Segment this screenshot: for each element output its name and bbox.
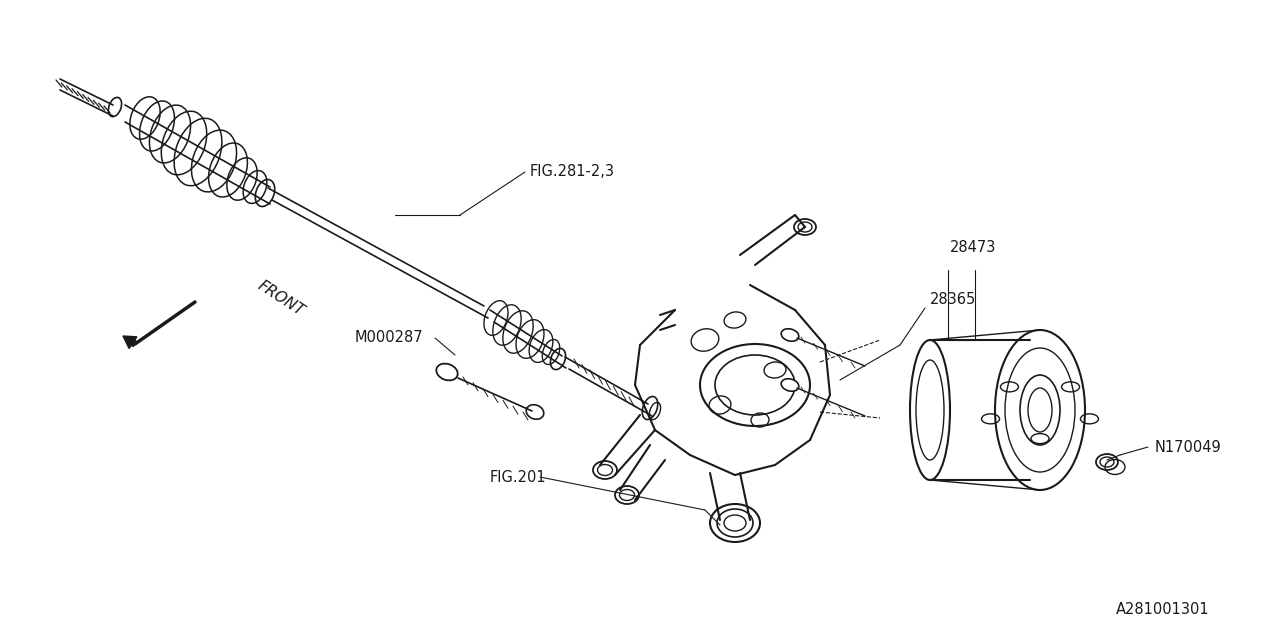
Text: N170049: N170049	[1155, 440, 1221, 454]
FancyArrow shape	[123, 336, 137, 349]
Ellipse shape	[781, 329, 799, 341]
Ellipse shape	[436, 364, 458, 380]
Text: A281001301: A281001301	[1116, 602, 1210, 618]
Text: FRONT: FRONT	[255, 278, 307, 319]
Text: FIG.201: FIG.201	[490, 470, 547, 484]
Text: 28473: 28473	[950, 241, 996, 255]
Text: M000287: M000287	[355, 330, 424, 346]
Text: FIG.281-2,3: FIG.281-2,3	[530, 164, 614, 179]
Text: 28365: 28365	[931, 292, 977, 307]
Ellipse shape	[781, 379, 799, 391]
